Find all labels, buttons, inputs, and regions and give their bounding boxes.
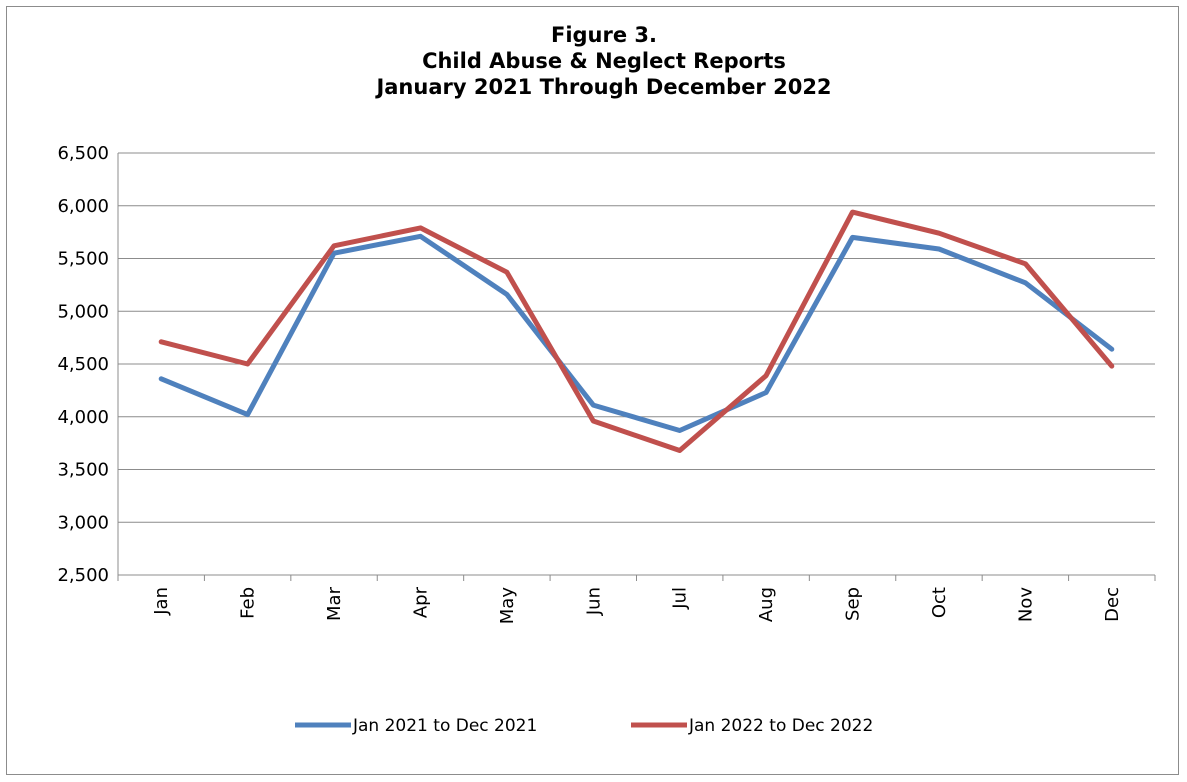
x-tick-label-oct: Oct [929,587,950,618]
chart-title: Figure 3. Child Abuse & Neglect Reports … [374,23,831,99]
y-tick-label: 2,500 [57,565,109,586]
grid-lines [118,152,1155,576]
x-tick-label-nov: Nov [1015,587,1036,622]
x-tick-label-dec: Dec [1102,587,1123,622]
series-line-2 [158,209,1115,453]
y-tick-label: 4,500 [57,354,109,375]
y-tick-label: 3,000 [57,512,109,533]
series-lines [158,209,1115,453]
series-line-1 [158,233,1115,433]
y-tick-label: 4,000 [57,407,109,428]
chart-frame: Figure 3. Child Abuse & Neglect Reports … [6,6,1179,775]
axes [117,153,1156,581]
x-tick-label-may: May [497,587,518,625]
y-tick-label: 6,000 [57,196,109,217]
line-chart: Figure 3. Child Abuse & Neglect Reports … [57,23,1156,736]
x-tick-label-jun: Jun [583,587,604,616]
legend-label-1: Jan 2021 to Dec 2021 [352,716,537,736]
y-tick-label: 3,500 [57,460,109,481]
chart-title-line-2: Child Abuse & Neglect Reports [422,49,786,73]
x-tick-labels: Jan Feb Mar Apr May Jun Jul Aug Sep Oct Nov Dec [151,586,1123,624]
x-tick-label-feb: Feb [238,587,259,619]
x-tick-label-jan: Jan [151,587,172,616]
legend: Jan 2021 to Dec 2021 Jan 2022 to Dec 2022 [295,716,873,736]
y-tick-label: 5,500 [57,249,109,270]
y-tick-label: 5,000 [57,301,109,322]
legend-label-2: Jan 2022 to Dec 2022 [688,716,873,736]
y-tick-labels: 2,500 3,000 3,500 4,000 4,500 5,000 5,500 6,000… [57,143,109,586]
x-tick-label-mar: Mar [324,586,345,621]
x-tick-label-apr: Apr [410,586,431,618]
x-tick-label-jul: Jul [670,587,691,610]
x-tick-label-aug: Aug [756,587,777,622]
y-tick-label: 6,500 [57,143,109,164]
chart-title-line-3: January 2021 Through December 2022 [374,75,831,99]
chart-title-line-1: Figure 3. [551,23,657,47]
x-tick-label-sep: Sep [843,587,864,621]
